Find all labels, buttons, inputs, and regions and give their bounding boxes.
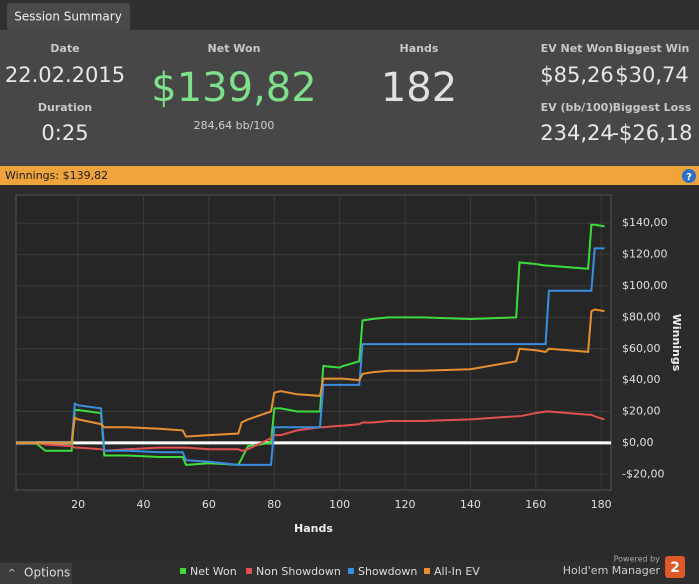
stat-label: Biggest Win <box>615 42 690 55</box>
stat-value: $139,82 <box>151 65 316 111</box>
legend-label: Showdown <box>358 565 417 578</box>
winnings-bar <box>0 166 699 185</box>
y-tick-label: $60,00 <box>622 342 661 355</box>
stat-label: Hands <box>400 42 439 55</box>
stat-value: $85,26 <box>540 63 613 87</box>
x-tick-label: 180 <box>591 498 612 511</box>
stat-value: 22.02.2015 <box>5 63 125 87</box>
brand-logo <box>665 556 685 578</box>
series-line <box>16 308 605 444</box>
legend-label: All-In EV <box>434 565 480 578</box>
brand: Hold'em Manager <box>563 564 661 577</box>
stat-sub: 284,64 bb/100 <box>194 119 275 132</box>
y-tick-label: $40,00 <box>622 373 661 386</box>
stat-label: Date <box>50 42 79 55</box>
x-tick-label: 120 <box>395 498 416 511</box>
brand-version: 2 <box>670 560 680 576</box>
stat-value: 234,24 <box>540 121 613 145</box>
legend-swatch <box>424 568 430 574</box>
stat-value: -$26,18 <box>611 121 692 145</box>
chart: 20 40 60 80 100 120 140 160 180 -$20,00 $0,00 $20,0… <box>16 195 683 535</box>
y-tick-label: $140,00 <box>622 216 668 229</box>
help-icon[interactable] <box>682 169 696 183</box>
y-tick-label: $80,00 <box>622 310 661 323</box>
legend-label: Non Showdown <box>256 565 341 578</box>
options-button[interactable] <box>0 563 72 584</box>
winnings-bar-label: Winnings: $139,82 <box>5 169 108 182</box>
series-line <box>16 247 605 466</box>
header-panel <box>0 30 699 166</box>
y-tick-label: $100,00 <box>622 279 668 292</box>
legend-label: Net Won <box>190 565 237 578</box>
x-tick-label: 20 <box>71 498 85 511</box>
y-axis-label: Winnings <box>670 314 683 372</box>
stat-label: Biggest Loss <box>613 101 692 114</box>
x-tick-label: 40 <box>137 498 151 511</box>
x-axis-label: Hands <box>294 522 333 535</box>
plot-area <box>15 194 612 491</box>
powered-by: Powered by <box>614 555 661 564</box>
x-tick-label: 60 <box>202 498 216 511</box>
stat-value: 0:25 <box>41 121 88 145</box>
series-line <box>16 410 605 452</box>
tab[interactable] <box>7 3 130 31</box>
y-tick-label: $20,00 <box>622 405 661 418</box>
y-tick-label: $0,00 <box>622 436 654 449</box>
stat-value: $30,74 <box>615 63 688 87</box>
x-tick-label: 160 <box>525 498 546 511</box>
stat-label: EV (bb/100) <box>541 101 614 114</box>
x-tick-label: 80 <box>267 498 281 511</box>
y-tick-label: $120,00 <box>622 248 668 261</box>
stat-label: Duration <box>38 101 92 114</box>
stat-label: EV Net Won <box>541 42 614 55</box>
legend-swatch <box>180 568 186 574</box>
tab-label[interactable]: Session Summary <box>14 10 122 24</box>
options-label[interactable]: Options <box>24 566 70 580</box>
y-tick-label: -$20,00 <box>622 467 664 480</box>
legend-swatch <box>348 568 354 574</box>
x-tick-label: 100 <box>329 498 350 511</box>
stat-label: Net Won <box>208 42 261 55</box>
legend-swatch <box>246 568 252 574</box>
x-tick-label: 140 <box>460 498 481 511</box>
help-icon-label[interactable]: ? <box>686 172 692 183</box>
stat-value: 182 <box>381 65 457 111</box>
options-arrow[interactable]: ^ <box>8 569 16 579</box>
